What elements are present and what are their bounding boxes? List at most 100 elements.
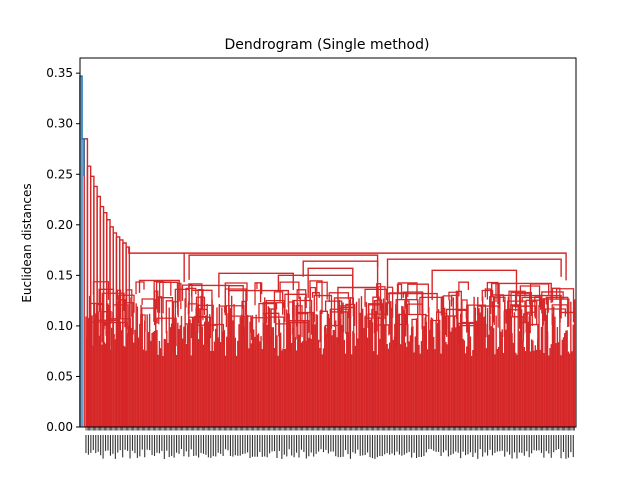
cluster-merge [295, 311, 314, 345]
cluster-merge [287, 301, 294, 321]
cluster-merge [340, 306, 355, 336]
y-tick-label: 0.05 [46, 369, 73, 383]
cluster-merge [319, 310, 329, 343]
cluster-merge [505, 309, 523, 345]
cluster-merge [338, 305, 351, 329]
cluster-merge [511, 305, 533, 318]
cluster-merge [531, 300, 538, 327]
y-tick-label: 0.10 [46, 319, 73, 333]
cluster-merge [430, 319, 441, 351]
cluster-merge [367, 313, 387, 328]
cluster-merge [187, 303, 200, 324]
cluster-merge [158, 296, 163, 322]
major-merge [386, 292, 438, 316]
axes-frame [79, 57, 577, 428]
major-merge [183, 252, 567, 283]
left-chain [83, 138, 185, 427]
cluster-merge [104, 319, 119, 329]
cluster-merge [256, 282, 262, 303]
cluster-merge [316, 281, 328, 312]
cluster-merge [267, 316, 285, 349]
cluster-merge [328, 292, 350, 302]
cluster-merge [458, 281, 470, 297]
major-merge [490, 282, 552, 303]
x-tick-label-band [85, 435, 574, 459]
y-axis: 0.00 0.05 0.10 0.15 0.20 0.25 0.30 0.35 [46, 66, 80, 434]
cluster-merge [436, 311, 444, 342]
cluster-merge [523, 313, 531, 335]
plot-area [79, 75, 576, 427]
major-merge [337, 286, 379, 312]
cluster-merge [295, 305, 303, 338]
cluster-merge [191, 289, 213, 320]
cluster-merge [404, 300, 410, 333]
x-axis [85, 427, 575, 459]
cluster-merge [288, 320, 310, 354]
chart-title: Dendrogram (Single method) [225, 37, 430, 53]
cluster-merge [274, 323, 292, 352]
major-merge [138, 279, 180, 302]
cluster-merge [396, 283, 403, 314]
cluster-merge [311, 291, 320, 299]
cluster-merge [514, 293, 531, 312]
cluster-merge [407, 283, 430, 313]
cluster-merge [225, 305, 245, 338]
cluster-merge [171, 323, 176, 355]
y-axis-label: Euclidean distances [20, 183, 34, 302]
cluster-merge [224, 288, 247, 315]
cluster-merges [90, 252, 575, 359]
major-merge [386, 258, 562, 290]
y-tick-label: 0.30 [46, 117, 73, 131]
cluster-merge [372, 296, 380, 320]
cluster-merge [188, 316, 212, 342]
cluster-merge [141, 298, 155, 322]
y-tick-label: 0.15 [46, 268, 73, 282]
cluster-merge [373, 299, 378, 334]
cluster-merge [444, 315, 459, 335]
cluster-merge [481, 289, 494, 302]
chain-link [128, 247, 185, 254]
cluster-merge [450, 294, 458, 319]
major-merge [277, 274, 354, 305]
cluster-merge [442, 295, 453, 319]
cluster-merge [262, 312, 280, 341]
cluster-merge [155, 281, 172, 310]
cluster-merge [364, 288, 388, 307]
cluster-merge [309, 280, 323, 316]
cluster-merge [546, 298, 570, 332]
major-merge [228, 289, 290, 315]
cluster-merge [475, 323, 487, 346]
cluster-merge [284, 293, 307, 323]
cluster-merge [545, 296, 569, 328]
cluster-merge [544, 308, 567, 322]
cluster-merge [530, 299, 546, 322]
cluster-merge [406, 303, 423, 332]
cluster-merge [199, 308, 208, 344]
cluster-merge [241, 300, 247, 325]
cluster-merge [503, 310, 508, 337]
cluster-merge [404, 313, 427, 350]
cluster-merge [185, 287, 197, 308]
cluster-merge [181, 284, 193, 312]
cluster-merge [419, 296, 442, 316]
cluster-merge [376, 283, 382, 311]
cluster-merge [386, 286, 394, 318]
cluster-merge [195, 296, 206, 321]
cluster-merge [528, 323, 539, 356]
cluster-merge [397, 282, 418, 301]
cluster-merge [324, 324, 343, 346]
cluster-merge [211, 323, 225, 359]
cluster-merge [476, 305, 499, 328]
cluster-merge [498, 294, 521, 326]
cluster-merge [250, 317, 272, 345]
cluster-merge [405, 291, 423, 324]
cluster-merge [395, 298, 419, 316]
cluster-merge [460, 321, 479, 342]
cluster-merge [140, 314, 146, 346]
cluster-merge [555, 288, 575, 315]
y-tick-label: 0.25 [46, 167, 73, 181]
y-tick-label: 0.00 [46, 420, 73, 434]
cluster-merge [411, 318, 418, 342]
cluster-merge [154, 290, 159, 325]
